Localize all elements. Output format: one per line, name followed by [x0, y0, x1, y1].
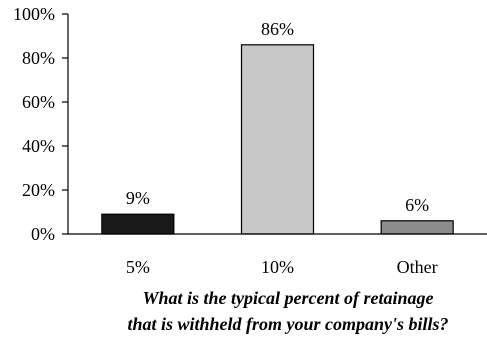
x-axis-title-line-1: What is the typical percent of retainage	[143, 288, 434, 308]
y-tick-label: 80%	[22, 48, 55, 68]
data-label-1: 9%	[126, 188, 150, 208]
data-label-2: 86%	[261, 19, 294, 39]
bars	[101, 44, 454, 235]
data-label-3: 6%	[405, 195, 429, 215]
data-labels: 9% 86% 6%	[126, 19, 429, 215]
y-tick-label: 20%	[22, 180, 55, 200]
bar-2	[240, 44, 315, 235]
x-category-label-2: 10%	[261, 257, 294, 277]
bar-1	[101, 213, 175, 235]
y-tick-label: 60%	[22, 92, 55, 112]
x-axis-title-line-2: that is withheld from your company's bil…	[127, 314, 448, 334]
x-axis: 5% 10% Other	[68, 233, 487, 277]
x-category-label-1: 5%	[126, 257, 150, 277]
x-category-label-3: Other	[397, 257, 438, 277]
y-tick-label: 40%	[22, 136, 55, 156]
bar-3	[380, 220, 454, 235]
y-axis: 0% 20% 40% 60% 80% 100%	[13, 4, 69, 244]
y-tick-label: 100%	[13, 4, 55, 24]
y-tick-label: 0%	[31, 224, 55, 244]
